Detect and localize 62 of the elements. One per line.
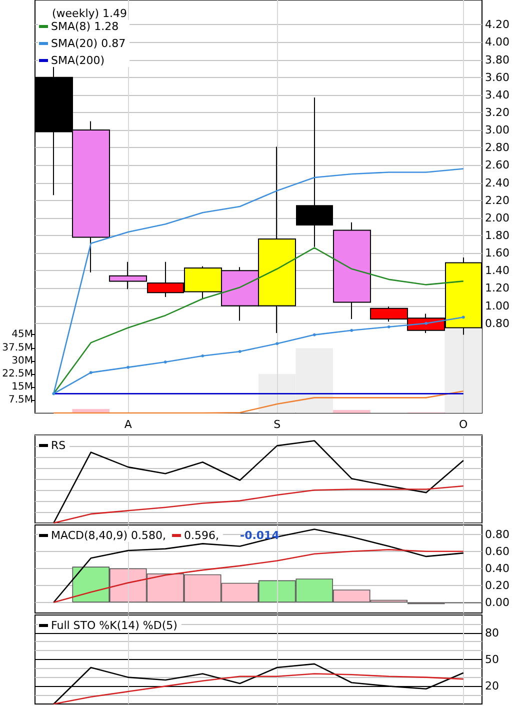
y-tick-label: 50 — [485, 653, 499, 666]
bar — [333, 410, 370, 413]
y-tick-label: 3.80 — [485, 53, 510, 66]
y-tick-label: 20 — [485, 680, 499, 693]
point — [276, 342, 279, 346]
y2-tick-label: 15M — [12, 381, 33, 392]
x-tick-label: A — [124, 418, 132, 431]
y-tick-label: 3.60 — [485, 70, 510, 84]
y-tick-label: 1.40 — [485, 264, 510, 278]
y-tick-label: 2.00 — [485, 211, 510, 224]
x-tick-label: O — [459, 418, 468, 431]
y-tick-label: 2.80 — [485, 141, 510, 154]
legend-label: 0.596, — [184, 529, 220, 542]
candlestick — [296, 97, 333, 248]
y2-tick-label: 7.5M — [8, 394, 33, 406]
x-tick-label: S — [274, 418, 281, 431]
y-tick-label: 80 — [485, 626, 499, 640]
candlestick — [109, 261, 147, 290]
y2-tick-label: 22.5M — [2, 368, 33, 380]
y-tick-label: 4.20 — [485, 18, 510, 32]
y-tick-label: 2.40 — [485, 176, 510, 190]
line-series — [52, 528, 464, 604]
y-tick-label: 3.20 — [485, 106, 510, 119]
y2-tick-label: 37.5M — [2, 342, 33, 354]
y-tick-label: 0.80 — [485, 316, 510, 330]
y2-tick-label: 30M — [12, 355, 33, 366]
point — [312, 333, 316, 336]
point — [424, 322, 428, 325]
annotation: -0.014 — [240, 529, 280, 542]
y-tick-label: 1.80 — [485, 229, 510, 242]
point — [201, 354, 204, 358]
legend-label: SMA(8) 1.28 — [51, 20, 119, 33]
legend-label: MACD(8,40,9) 0.580, — [51, 529, 166, 542]
y-tick-label: 1.60 — [485, 246, 510, 260]
point — [350, 328, 354, 332]
y-tick-label: 0.80 — [485, 528, 510, 541]
bar — [444, 328, 482, 413]
candlestick — [333, 222, 371, 320]
y-tick-label: 3.00 — [485, 124, 510, 137]
point — [462, 316, 465, 319]
y-tick-label: 4.00 — [485, 36, 510, 49]
text: (weekly) 1.49 — [52, 7, 128, 20]
y-tick-label: 1.00 — [485, 299, 510, 312]
y-tick-label: 0.40 — [485, 562, 510, 575]
point — [387, 325, 390, 328]
line-series — [52, 673, 464, 705]
legend-label: SMA(20) 0.87 — [51, 37, 126, 50]
y-tick-label: 2.60 — [485, 158, 510, 172]
y-tick-label: 0.20 — [485, 578, 510, 592]
legend-label: RS — [51, 439, 66, 452]
y-tick-label: 2.20 — [485, 194, 510, 207]
legend-label: SMA(200) — [51, 54, 105, 67]
line-series — [52, 549, 464, 604]
y-tick-label: 0.60 — [485, 544, 510, 558]
y-tick-label: 3.40 — [485, 88, 510, 102]
y-tick-label: 0.00 — [485, 596, 510, 609]
y2-tick-label: 45M — [12, 329, 33, 340]
y-tick-label: 1.20 — [485, 282, 510, 295]
legend-label: Full STO %K(14) %D(5) — [51, 619, 178, 632]
point — [126, 366, 130, 369]
point — [52, 392, 56, 396]
point — [89, 371, 92, 374]
